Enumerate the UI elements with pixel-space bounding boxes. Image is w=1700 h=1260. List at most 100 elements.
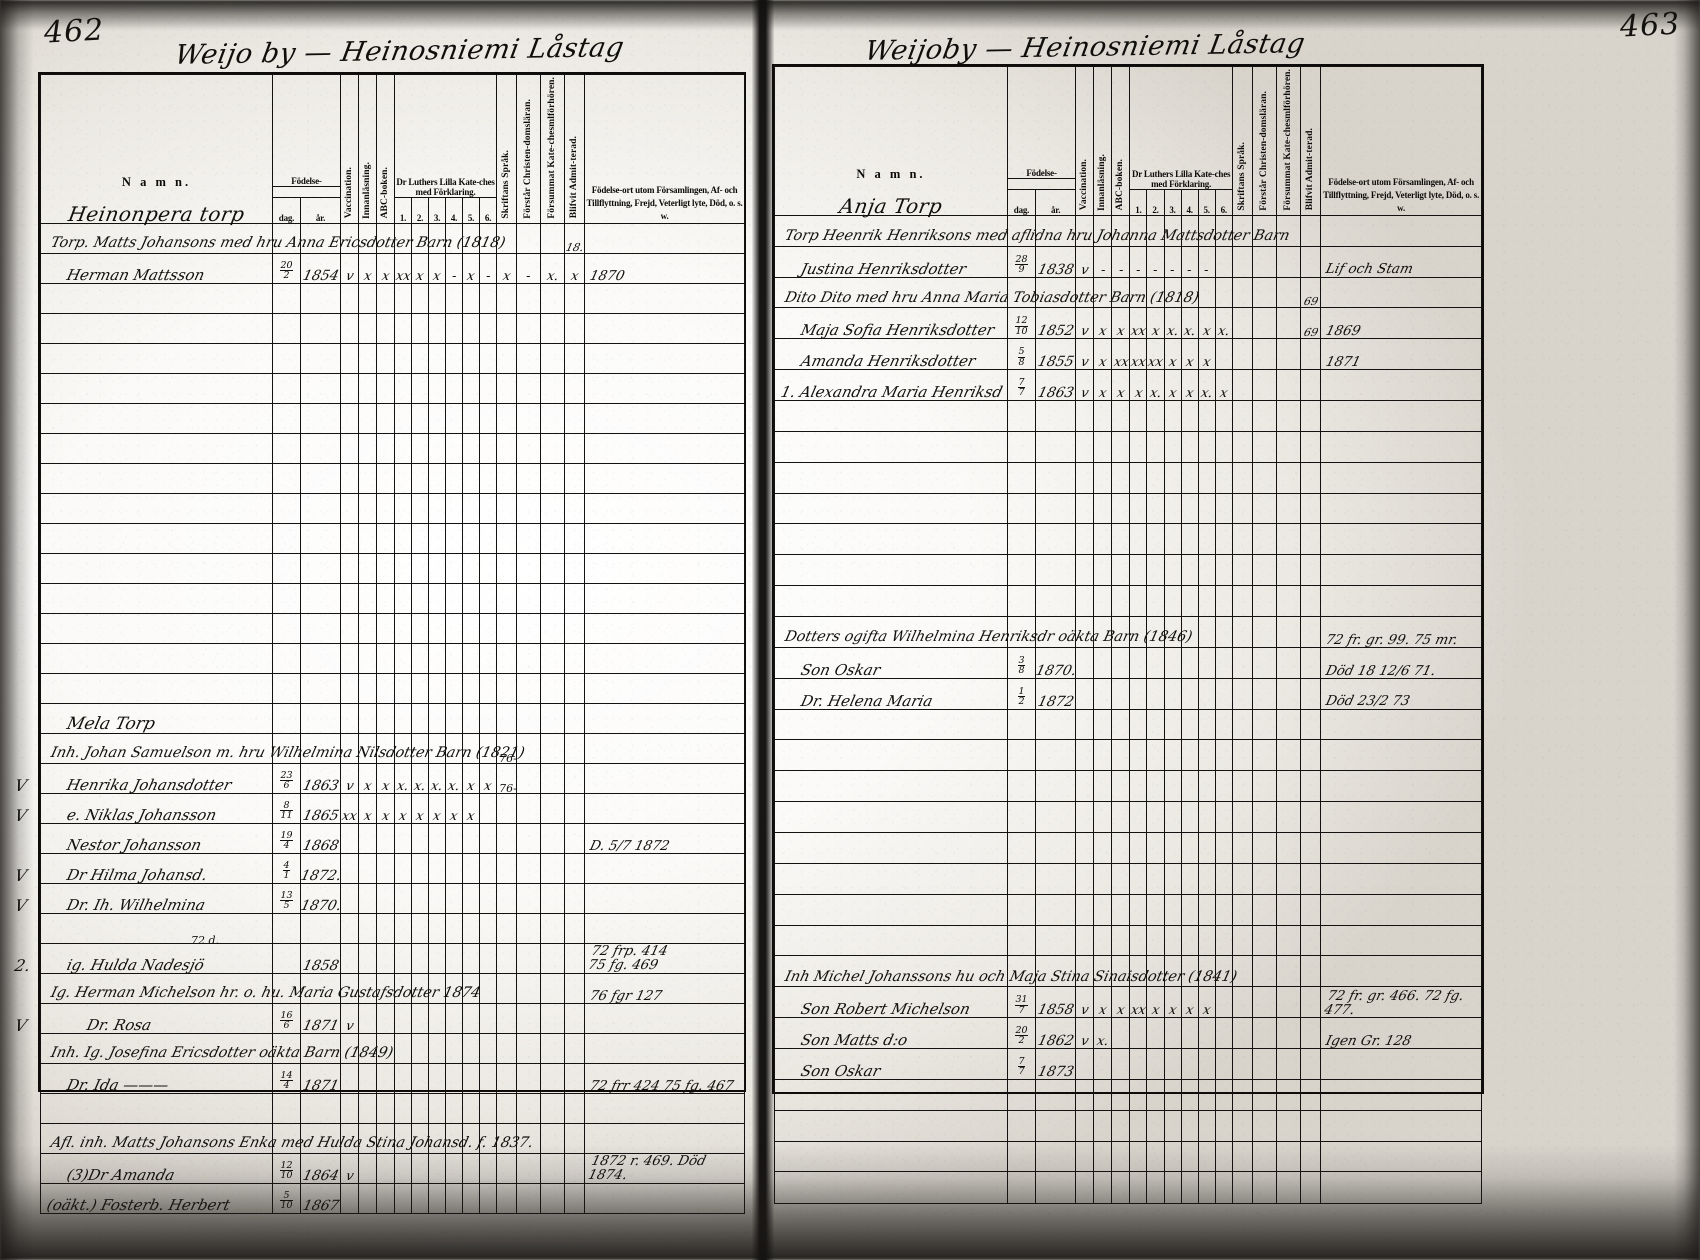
cell-mark xyxy=(1111,831,1131,864)
cell-mark xyxy=(540,642,566,674)
cell-mark xyxy=(1300,1047,1322,1080)
cell-mark xyxy=(1300,1109,1322,1142)
cell-mark: x xyxy=(1180,369,1199,401)
cell-birth-year: 1870. xyxy=(299,882,343,914)
cell-mark xyxy=(462,672,480,704)
cell-mark xyxy=(376,462,395,494)
cell-notes xyxy=(1320,554,1482,587)
cell-mark xyxy=(478,852,498,884)
entry-name-text: Justina Henriksdotter xyxy=(799,259,968,278)
cell-mark xyxy=(1180,646,1199,679)
column-header-forstar: Förstår Christen-domsläran. xyxy=(1251,66,1278,216)
birth-year-text: 1858 xyxy=(1035,1002,1076,1019)
cell-mark xyxy=(1300,708,1322,741)
cell-birth-year: 1854 xyxy=(300,252,341,284)
cell-mark xyxy=(478,522,498,554)
cell-notes xyxy=(1320,492,1482,525)
cell-birth-year xyxy=(1035,1109,1077,1142)
cell-mark xyxy=(1163,770,1182,803)
cell-mark xyxy=(1111,399,1131,432)
cell-mark xyxy=(540,702,566,734)
cell-mark: - xyxy=(1180,245,1199,278)
cell-mark: x xyxy=(1146,986,1165,1018)
cell-birth-day: 20 2 xyxy=(272,252,301,284)
cell-mark xyxy=(376,642,395,674)
cell-birth-day xyxy=(272,402,301,434)
cell-mark xyxy=(462,702,480,734)
cell-mark xyxy=(1276,1078,1302,1111)
cell-mark xyxy=(564,462,586,494)
cell-mark xyxy=(1180,276,1199,309)
cell-mark xyxy=(462,372,480,404)
cell-mark xyxy=(540,1092,566,1124)
cell-mark xyxy=(1180,1109,1199,1142)
cell-mark xyxy=(1146,801,1165,833)
cell-mark xyxy=(1214,585,1233,617)
cell-mark xyxy=(1111,1109,1131,1142)
cell-mark xyxy=(1093,1047,1113,1080)
cell-notes xyxy=(584,1032,746,1064)
table-row xyxy=(774,924,1482,957)
mark-text: - xyxy=(1098,262,1107,278)
cell-mark xyxy=(1111,862,1131,895)
cell-notes xyxy=(584,522,746,554)
cell-mark xyxy=(445,1062,463,1094)
cell-mark xyxy=(1251,986,1278,1019)
cell-notes xyxy=(1320,801,1482,833)
cell-mark xyxy=(540,372,566,404)
cell-mark xyxy=(358,552,377,584)
cell-mark xyxy=(428,1002,446,1034)
cell-mark xyxy=(1180,831,1199,864)
cell-mark xyxy=(1231,677,1253,710)
cell-mark xyxy=(516,582,542,614)
cell-mark xyxy=(1197,399,1216,432)
cell-mark xyxy=(1180,399,1199,432)
column-header-ar: år. xyxy=(300,196,341,224)
cell-mark xyxy=(1075,492,1095,525)
cell-name xyxy=(40,642,273,674)
cell-mark xyxy=(358,642,377,674)
cell-mark xyxy=(358,612,377,644)
cell-name xyxy=(40,402,273,434)
table-row: Justina Henriksdotter 28 9 1838 v - - - - - - - Lif … xyxy=(774,245,1482,278)
cell-mark xyxy=(1197,214,1216,247)
cell-mark xyxy=(496,642,518,674)
table-row: Dr. Ida ——— 14 4 1871 72 frr 424 75 fg. 467 xyxy=(40,1062,746,1094)
cell-mark xyxy=(428,642,446,674)
cell-mark xyxy=(478,582,498,614)
cell-mark xyxy=(428,342,446,374)
cell-name xyxy=(40,1092,273,1124)
cell-mark: v xyxy=(340,762,359,794)
cell-mark xyxy=(478,552,498,584)
mark-text: xx xyxy=(1111,355,1130,371)
cell-mark xyxy=(358,462,377,494)
cell-mark xyxy=(376,222,395,254)
cell-mark xyxy=(1300,369,1322,401)
cell-mark: v xyxy=(1075,307,1095,339)
cell-mark xyxy=(445,372,463,404)
cell-birth-year xyxy=(300,1092,341,1124)
cell-mark xyxy=(1197,801,1216,833)
cell-mark xyxy=(1146,492,1165,525)
cell-mark xyxy=(1214,276,1233,309)
cell-notes xyxy=(584,792,746,824)
cell-mark xyxy=(1111,739,1131,772)
cell-mark xyxy=(1163,801,1182,833)
cell-mark xyxy=(1231,801,1253,833)
mark-text: x. xyxy=(1148,385,1163,401)
mark-text: x. xyxy=(395,778,411,794)
cell-mark xyxy=(445,732,463,764)
cell-mark xyxy=(496,1002,518,1034)
cell-mark xyxy=(1300,585,1322,617)
cell-mark xyxy=(462,492,480,524)
cell-birth-year xyxy=(1035,1078,1077,1111)
cell-notes: Död 18 12/6 71. xyxy=(1320,646,1482,679)
cell-mark xyxy=(1093,615,1113,648)
column-header-katekes: Dr Luthers Lilla Kate-ches med Förklarin… xyxy=(1129,66,1233,190)
cell-name xyxy=(774,739,1008,772)
table-row xyxy=(40,432,746,464)
cell-birth-day xyxy=(1006,1109,1037,1142)
table-row: Maja Sofia Henriksdotter 12 10 1852 v x x xx x x.… xyxy=(774,307,1482,339)
